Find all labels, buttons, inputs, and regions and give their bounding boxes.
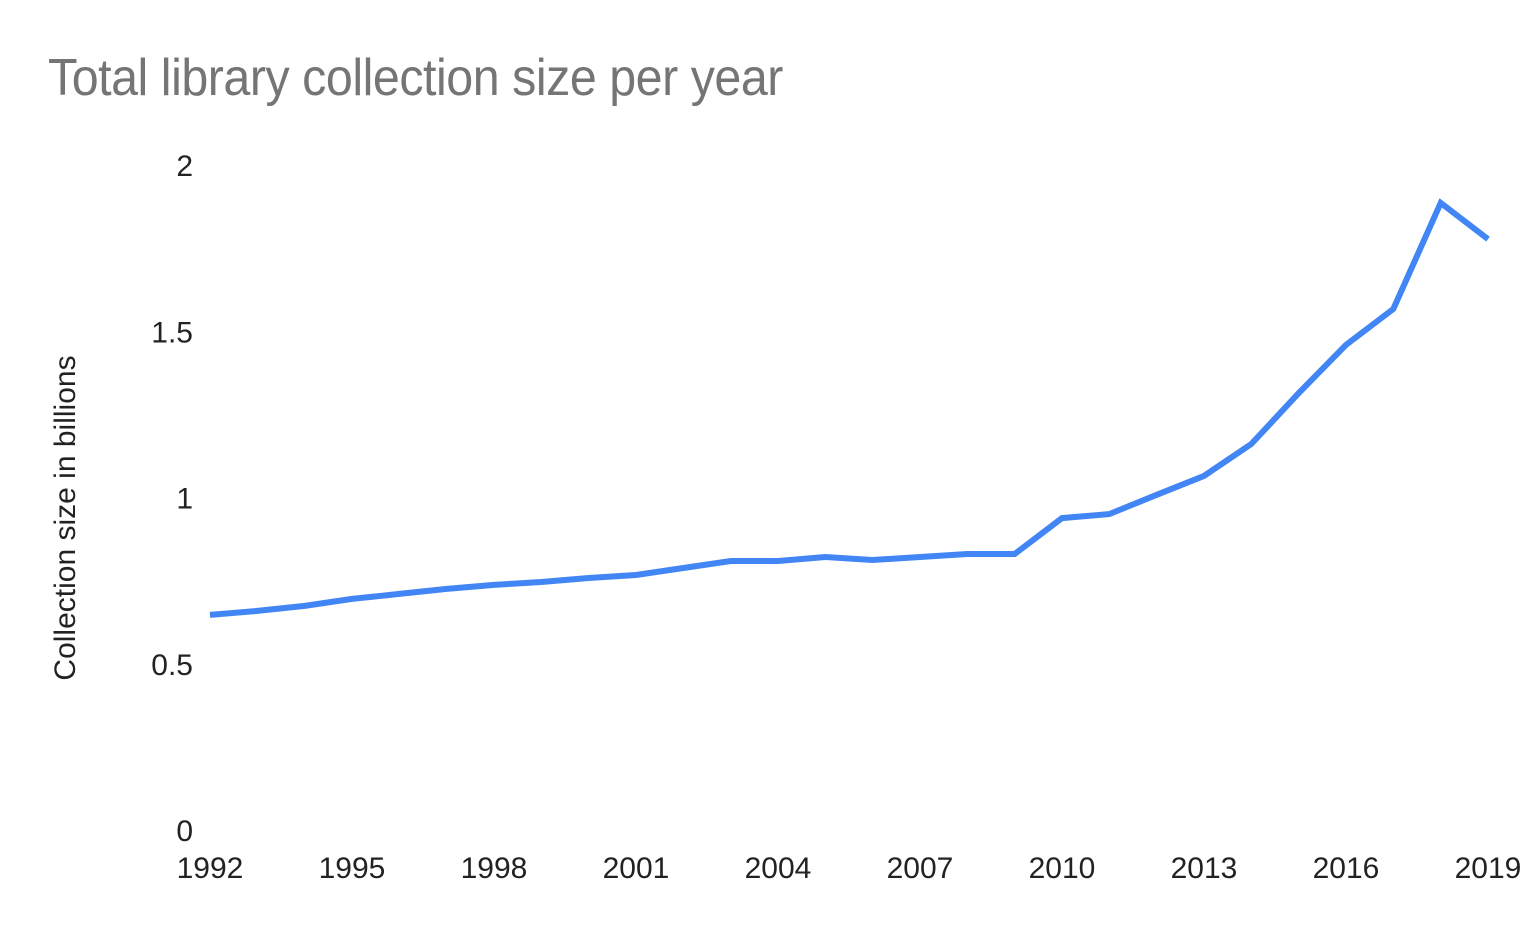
- x-tick-label: 1998: [461, 852, 528, 885]
- x-tick-label: 2007: [887, 852, 954, 885]
- x-tick-label: 2019: [1455, 852, 1522, 885]
- y-axis-ticks: 0 0.5 1 1.5 2: [151, 150, 193, 848]
- x-tick-label: 2016: [1313, 852, 1380, 885]
- x-axis-ticks: 1992 1995 1998 2001 2004 2007 2010 2013 2016 2019: [177, 852, 1522, 885]
- y-tick-label: 1: [176, 483, 193, 516]
- x-tick-label: 1995: [319, 852, 386, 885]
- series-line-collection-size: [209, 198, 1490, 618]
- x-tick-label: 2001: [603, 852, 670, 885]
- y-tick-label: 2: [176, 150, 193, 183]
- x-tick-label: 2010: [1029, 852, 1096, 885]
- x-tick-label: 2004: [745, 852, 812, 885]
- x-tick-label: 2013: [1171, 852, 1238, 885]
- chart-title: Total library collection size per year: [48, 49, 783, 107]
- x-tick-label: 1992: [177, 852, 244, 885]
- y-tick-label: 0: [176, 815, 193, 848]
- y-tick-label: 0.5: [151, 649, 193, 682]
- y-tick-label: 1.5: [151, 316, 193, 349]
